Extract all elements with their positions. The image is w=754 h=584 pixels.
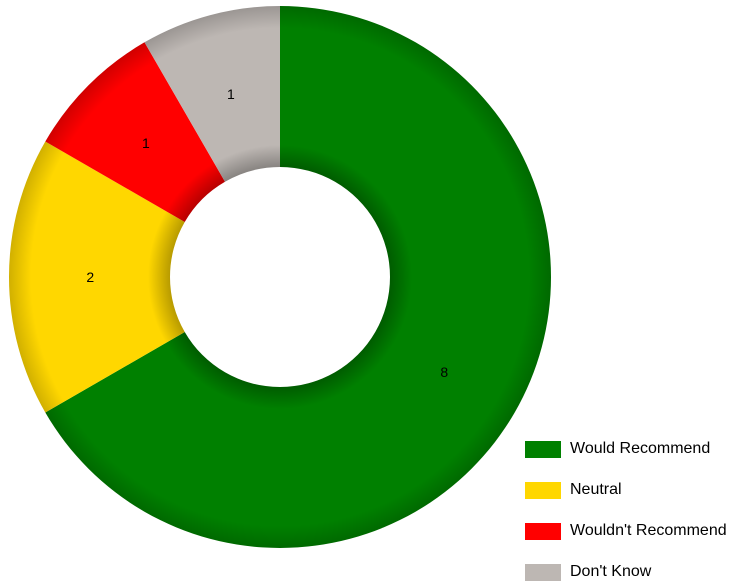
- legend-item-wouldn-t-recommend: Wouldn't Recommend: [525, 520, 754, 542]
- legend-swatch: [525, 440, 561, 458]
- slice-value-label-neutral: 2: [86, 269, 94, 285]
- legend-label: Wouldn't Recommend: [570, 522, 727, 539]
- legend-item-don-t-know: Don't Know: [525, 561, 754, 583]
- legend-swatch: [525, 563, 561, 581]
- slice-value-label-would-recommend: 8: [440, 364, 448, 380]
- legend-item-would-recommend: Would Recommend: [525, 438, 754, 460]
- slice-value-label-don-t-know: 1: [227, 86, 235, 102]
- legend-label: Don't Know: [570, 563, 652, 580]
- slice-would-recommend: [45, 6, 551, 548]
- legend-label: Neutral: [570, 481, 622, 498]
- slice-labels-group: 8 2 1 1: [86, 86, 448, 380]
- slice-neutral: [8, 141, 185, 413]
- slice-wouldn-t-recommend: [45, 42, 226, 223]
- legend-item-neutral: Neutral: [525, 479, 754, 501]
- slice-don-t-know: [144, 6, 280, 182]
- slices-group: [8, 6, 551, 548]
- legend: Would Recommend Neutral Wouldn't Recommend…: [525, 438, 754, 584]
- slice-value-label-wouldn-t-recommend: 1: [142, 135, 150, 151]
- legend-label: Would Recommend: [570, 440, 711, 457]
- legend-swatch: [525, 481, 561, 499]
- legend-swatch: [525, 522, 561, 540]
